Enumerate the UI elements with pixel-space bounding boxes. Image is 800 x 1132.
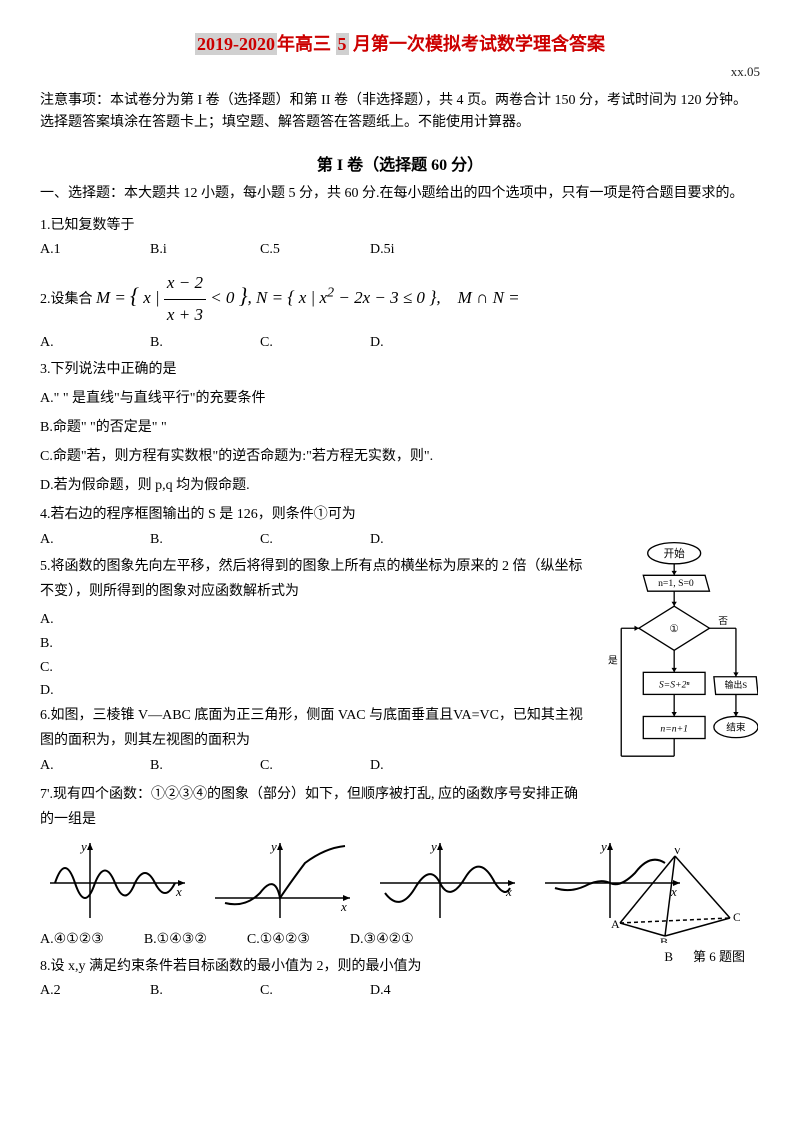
section-1-title: 第 I 卷（选择题 60 分） (40, 151, 760, 175)
q7-opt-d: D.③④②① (350, 931, 414, 948)
svg-text:y: y (599, 839, 607, 854)
q2: 2.设集合 M = { x | x − 2x + 3 < 0 }, N = { … (40, 268, 760, 330)
title-p2: 年高三 (277, 34, 331, 54)
q5-options: A. B. C. D. (40, 608, 585, 703)
q3-text: 3.下列说法中正确的是 (40, 357, 760, 382)
q1-opt-d: D.5i (370, 242, 430, 258)
q4-opt-d: D. (370, 532, 430, 548)
q1-opt-b: B.i (150, 242, 210, 258)
q6-options: A. B. C. D. (40, 758, 585, 774)
date-label: xx.05 (40, 64, 760, 80)
q6-text: 6.如图，三棱锥 V—ABC 底面为正三角形，侧面 VAC 与底面垂直且VA=V… (40, 703, 585, 753)
q2-formula: M = { x | x − 2x + 3 < 0 }, N = { x | x2… (96, 288, 520, 307)
q2-options: A. B. C. D. (40, 335, 760, 351)
instructions: 注意事项：本试卷分为第 I 卷（选择题）和第 II 卷（非选择题），共 4 页。… (40, 90, 760, 135)
q8-opt-c: C. (260, 983, 320, 999)
q5-opt-a: A. (40, 608, 585, 632)
section-1-intro: 一、选择题：本大题共 12 小题，每小题 5 分，共 60 分.在每小题给出的四… (40, 183, 760, 205)
pyramid-c: C (733, 910, 740, 924)
fc-step: S=S+2ⁿ (659, 679, 691, 690)
title-p3: 5 (336, 33, 349, 55)
graph-2: y x (205, 838, 355, 923)
q1-options: A.1 B.i C.5 D.5i (40, 242, 760, 258)
fc-start: 开始 (664, 547, 686, 560)
q3-d: D.若为假命题，则 p,q 均为假命题. (40, 473, 585, 498)
q8-opt-a: A.2 (40, 983, 100, 999)
q8-opt-d: D.4 (370, 983, 430, 999)
q3-a: A." " 是直线"与直线平行"的充要条件 (40, 386, 760, 411)
q6-opt-a: A. (40, 758, 100, 774)
q1-opt-a: A.1 (40, 242, 100, 258)
pyramid-a: A (611, 917, 620, 931)
q6-opt-b: B. (150, 758, 210, 774)
q5-opt-b: B. (40, 632, 585, 656)
q4-opt-b: B. (150, 532, 210, 548)
fc-no: 否 (718, 615, 728, 627)
q7-opt-a: A.④①②③ (40, 931, 104, 948)
q6-opt-d: D. (370, 758, 430, 774)
flowchart-figure: 开始 n=1, S=0 ① 否 输出S 结束 是 S=S+2ⁿ n=n+1 (608, 540, 758, 827)
fc-yes: 是 (608, 655, 618, 667)
fc-init: n=1, S=0 (658, 578, 694, 589)
q2-opt-d: D. (370, 335, 430, 351)
pyramid-b: B (660, 935, 668, 943)
svg-text:y: y (429, 839, 437, 854)
q3-b: B.命题" "的否定是" " (40, 415, 760, 440)
pyramid-figure: V A B C (610, 848, 740, 948)
svg-text:y: y (79, 839, 87, 854)
q8-opt-b: B. (150, 983, 210, 999)
fig6-caption: B第 6 题图 (664, 946, 745, 965)
q3-c: C.命题"若，则方程有实数根"的逆否命题为:"若方程无实数，则". (40, 444, 760, 469)
q5-opt-d: D. (40, 679, 585, 703)
q7-opt-c: C.①④②③ (247, 931, 310, 948)
q5-text: 5.将函数的图象先向左平移，然后将得到的图象上所有点的横坐标为原来的 2 倍（纵… (40, 554, 585, 604)
page-title: 2019-2020年高三 5 月第一次模拟考试数学理含答案 (40, 30, 760, 56)
graph-1: y x (40, 838, 190, 923)
q1-opt-c: C.5 (260, 242, 320, 258)
svg-text:x: x (340, 899, 347, 914)
q2-opt-c: C. (260, 335, 320, 351)
q2-opt-a: A. (40, 335, 100, 351)
q5-opt-c: C. (40, 656, 585, 680)
fc-end: 结束 (726, 721, 746, 734)
q8-text: 8.设 x,y 满足约束条件若目标函数的最小值为 2，则的最小值为 (40, 954, 760, 979)
title-p4: 月第一次模拟考试数学理含答案 (353, 34, 605, 54)
q4-opt-c: C. (260, 532, 320, 548)
svg-text:①: ① (669, 623, 679, 635)
q2-prefix: 2.设集合 (40, 292, 93, 307)
q8-options: A.2 B. C. D.4 (40, 983, 760, 999)
graph-3: y x (370, 838, 520, 923)
q4-text: 4.若右边的程序框图输出的 S 是 126，则条件①可为 (40, 502, 585, 527)
title-p1: 2019-2020 (195, 33, 277, 55)
q7-opt-b: B.①④③② (144, 931, 207, 948)
q4-opt-a: A. (40, 532, 100, 548)
fc-output: 输出S (725, 679, 748, 690)
q7-text: 7'.现有四个函数：①②③④的图象（部分）如下，但顺序被打乱, 应的函数序号安排… (40, 782, 585, 832)
q2-opt-b: B. (150, 335, 210, 351)
q4-options: A. B. C. D. (40, 532, 585, 548)
q6-opt-c: C. (260, 758, 320, 774)
fc-inc: n=n+1 (660, 723, 688, 734)
q1-text: 1.已知复数等于 (40, 213, 760, 238)
svg-text:x: x (175, 884, 182, 899)
svg-text:y: y (269, 839, 277, 854)
pyramid-v: V (673, 848, 682, 857)
